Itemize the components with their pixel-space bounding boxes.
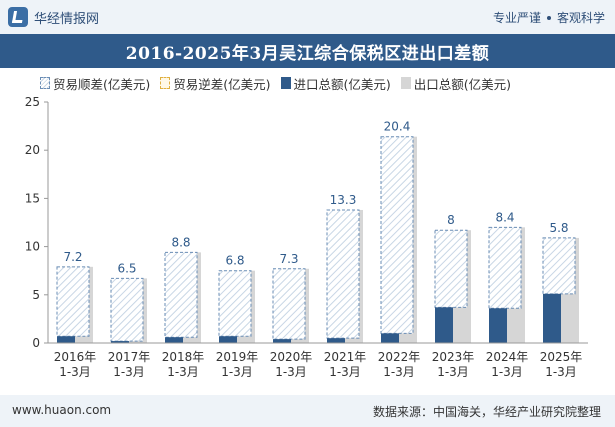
import-bar: [165, 337, 183, 343]
bars: 7.2 6.5 8.8 6.8 7.3 13.3 20.4 8 8.4 5.8: [56, 120, 579, 343]
legend-item-surplus: 贸易顺差(亿美元): [40, 74, 150, 93]
x-tick-label: 2024年 1-3月: [486, 350, 529, 379]
tagline: 专业严谨 客观科学: [493, 9, 605, 26]
import-bar: [543, 293, 561, 343]
data-source: 数据来源：中国海关，华经产业研究院整理: [372, 405, 601, 419]
import-bar: [381, 333, 399, 343]
y-tick-label: 25: [25, 95, 40, 109]
footer: www.huaon.com 数据来源：中国海关，华经产业研究院整理: [0, 395, 615, 427]
legend-swatch-import: [280, 77, 291, 89]
legend-swatch-export: [400, 77, 411, 89]
import-bar: [219, 336, 237, 343]
surplus-bar: [488, 226, 522, 309]
y-tick-label: 20: [25, 143, 40, 157]
data-label: 8.4: [495, 210, 514, 224]
tagline-objective: 客观科学: [556, 11, 605, 25]
surplus-bar: [542, 237, 576, 295]
legend-item-export: 出口总额(亿美元): [400, 74, 512, 93]
data-label: 8: [447, 213, 455, 227]
y-tick-label: 15: [25, 191, 40, 205]
tagline-professional: 专业严谨: [492, 11, 541, 25]
y-tick-label: 5: [32, 288, 40, 302]
surplus-bar: [110, 277, 144, 342]
data-label: 6.5: [117, 261, 136, 275]
legend-swatch-surplus: [40, 77, 50, 89]
x-axis: 2016年 1-3月 2017年 1-3月 2018年 1-3月 2019年 1-3月 2020…: [48, 342, 588, 379]
data-label: 8.8: [171, 235, 190, 249]
y-tick-label: 0: [32, 336, 40, 350]
bar-chart: 0 5 10 15 20 25 7.2 6.5 8.8 6.8 7.3 13.3 20.4 8 8.4 5.…: [25, 95, 588, 379]
x-tick-label: 2020年 1-3月: [270, 350, 313, 379]
import-bar: [273, 339, 291, 343]
data-label: 5.8: [549, 221, 568, 235]
legend-item-deficit: 贸易逆差(亿美元): [160, 74, 271, 93]
x-tick-label: 2016年 1-3月: [54, 350, 97, 379]
data-label: 20.4: [384, 120, 411, 134]
x-tick-label: 2017年 1-3月: [108, 350, 151, 379]
surplus-bar: [56, 266, 90, 337]
surplus-bar: [380, 136, 414, 334]
import-bar: [489, 308, 507, 343]
surplus-bar: [434, 229, 468, 308]
data-label: 7.3: [279, 252, 298, 266]
x-tick-label: 2025年 1-3月: [540, 350, 583, 379]
data-label: 6.8: [225, 254, 244, 268]
import-bar: [57, 336, 75, 343]
chart-legend: 贸易顺差(亿美元) 贸易逆差(亿美元) 进口总额(亿美元) 出口总额(亿美元): [40, 74, 511, 92]
huajing-logo-icon: [8, 7, 28, 27]
y-tick-label: 10: [25, 240, 40, 254]
legend-label-export: 出口总额(亿美元): [413, 76, 512, 92]
surplus-bar: [272, 268, 306, 340]
x-tick-label: 2022年 1-3月: [378, 350, 421, 379]
import-bar: [327, 338, 345, 343]
legend-label-deficit: 贸易逆差(亿美元): [173, 76, 271, 92]
x-tick-label: 2023年 1-3月: [432, 350, 475, 379]
surplus-bar: [164, 251, 198, 338]
site-url: www.huaon.com: [12, 403, 112, 417]
bullet-dot-icon: [546, 15, 551, 20]
x-tick-label: 2019年 1-3月: [216, 350, 259, 379]
chart-title: 2016-2025年3月吴江综合保税区进出口差额: [0, 34, 615, 68]
legend-swatch-deficit: [160, 77, 171, 89]
import-bar: [435, 307, 453, 343]
brand: 华经情报网: [8, 7, 99, 27]
brand-name: 华经情报网: [34, 11, 100, 27]
data-label: 7.2: [63, 250, 82, 264]
top-banner: 华经情报网 专业严谨 客观科学: [0, 0, 615, 34]
surplus-bar: [326, 209, 360, 339]
legend-label-surplus: 贸易顺差(亿美元): [53, 76, 151, 92]
x-tick-label: 2018年 1-3月: [162, 350, 205, 379]
data-label: 13.3: [330, 193, 357, 207]
surplus-bar: [218, 270, 252, 337]
y-axis: 0 5 10 15 20 25: [25, 95, 49, 350]
legend-item-import: 进口总额(亿美元): [280, 74, 391, 93]
import-bar: [111, 341, 129, 343]
x-tick-label: 2021年 1-3月: [324, 350, 367, 379]
legend-label-import: 进口总额(亿美元): [293, 76, 391, 92]
